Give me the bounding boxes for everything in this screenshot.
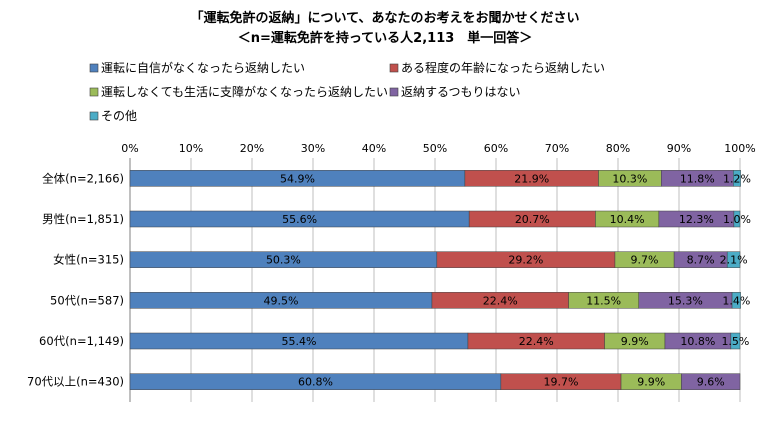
- bars: 54.9% 21.9% 10.3% 11.8% 1.2% 55.6% 20.7% 10.4% 1…: [129, 170, 751, 390]
- data-label-6-series-4: 9.6%: [697, 376, 725, 389]
- data-label-5-series-5: 1.5%: [721, 335, 749, 348]
- x-tick-label-7: 70%: [545, 142, 569, 155]
- data-label-5-series-1: 55.4%: [281, 335, 316, 348]
- legend-label-3: 運転しなくても生活に支障がなくなったら返納したい: [101, 84, 388, 99]
- category-label-6: 70代以上(n=430): [27, 375, 124, 389]
- data-label-3-series-4: 8.7%: [687, 254, 715, 267]
- bar-5-series-5: [730, 332, 741, 350]
- bar-4-series-5: [731, 292, 741, 309]
- data-label-4-series-5: 1.4%: [722, 294, 750, 307]
- legend-swatch-1: [89, 63, 99, 73]
- data-label-2-series-5: 1.0%: [723, 213, 751, 226]
- data-label-3-series-2: 29.2%: [508, 254, 543, 267]
- data-label-4-series-1: 49.5%: [263, 294, 298, 307]
- category-label-5: 60代(n=1,149): [39, 334, 124, 348]
- data-label-5-series-2: 22.4%: [519, 335, 554, 348]
- x-tick-label-8: 80%: [606, 142, 630, 155]
- data-label-1-series-1: 54.9%: [280, 172, 315, 185]
- legend-swatch-4: [389, 87, 399, 97]
- data-label-3-series-5: 2.1%: [720, 254, 748, 267]
- x-tick-label-2: 20%: [240, 142, 264, 155]
- legend-label-2: ある程度の年齢になったら返納したい: [401, 60, 605, 75]
- x-tick-label-6: 60%: [484, 142, 508, 155]
- legend-swatch-5: [89, 111, 99, 121]
- chart-title: 「運転免許の返納」について、あなたのお考えをお聞かせください: [191, 10, 580, 26]
- bar-3-series-5: [726, 251, 741, 268]
- legend: 運転に自信がなくなったら返納したい ある程度の年齢になったら返納したい運転しなくて…: [89, 60, 605, 123]
- data-label-1-series-3: 10.3%: [612, 172, 647, 185]
- data-label-4-series-2: 22.4%: [483, 294, 518, 307]
- data-label-1-series-2: 21.9%: [514, 172, 549, 185]
- x-tick-label-0: 0%: [121, 142, 138, 155]
- category-label-3: 女性(n=315): [53, 253, 124, 267]
- bar-2-series-5: [733, 210, 741, 228]
- bar-1-series-5: [733, 170, 741, 187]
- data-label-5-series-3: 9.9%: [621, 335, 649, 348]
- data-label-4-series-3: 11.5%: [586, 294, 621, 307]
- data-label-2-series-3: 10.4%: [610, 213, 645, 226]
- gridlines: [129, 158, 741, 402]
- data-label-1-series-4: 11.8%: [680, 172, 715, 185]
- category-label-1: 全体(n=2,166): [42, 171, 124, 185]
- legend-swatch-2: [389, 63, 399, 73]
- data-label-6-series-1: 60.8%: [298, 376, 333, 389]
- x-tick-label-3: 30%: [301, 142, 325, 155]
- bar-6-series-4: [681, 373, 741, 390]
- x-tick-label-10: 100%: [724, 142, 755, 155]
- legend-label-1: 運転に自信がなくなったら返納したい: [101, 60, 305, 75]
- legend-label-5: その他: [101, 109, 137, 123]
- category-labels: 全体(n=2,166) 男性(n=1,851) 女性(n=315) 50代(n=587…: [27, 171, 124, 388]
- data-label-6-series-3: 9.9%: [637, 376, 665, 389]
- legend-swatch-3: [89, 87, 99, 97]
- x-tick-label-1: 10%: [179, 142, 203, 155]
- data-label-2-series-1: 55.6%: [282, 213, 317, 226]
- x-tick-label-9: 90%: [667, 142, 691, 155]
- x-tick-label-4: 40%: [362, 142, 386, 155]
- data-label-3-series-3: 9.7%: [631, 254, 659, 267]
- category-label-4: 50代(n=587): [50, 293, 124, 307]
- data-label-2-series-4: 12.3%: [679, 213, 714, 226]
- data-label-5-series-4: 10.8%: [680, 335, 715, 348]
- data-label-3-series-1: 50.3%: [266, 254, 301, 267]
- chart-subtitle: ＜n=運転免許を持っている人2,113 単一回答＞: [238, 30, 533, 46]
- category-label-2: 男性(n=1,851): [42, 212, 124, 226]
- x-tick-label-5: 50%: [423, 142, 447, 155]
- data-label-4-series-4: 15.3%: [668, 294, 703, 307]
- data-label-6-series-2: 19.7%: [543, 376, 578, 389]
- legend-label-4: 返納するつもりはない: [401, 85, 521, 99]
- data-label-1-series-5: 1.2%: [723, 172, 751, 185]
- data-label-2-series-2: 20.7%: [515, 213, 550, 226]
- x-axis-ticks: 0% 10% 20% 30% 40% 50% 60% 70% 80% 90% 100%: [121, 142, 755, 155]
